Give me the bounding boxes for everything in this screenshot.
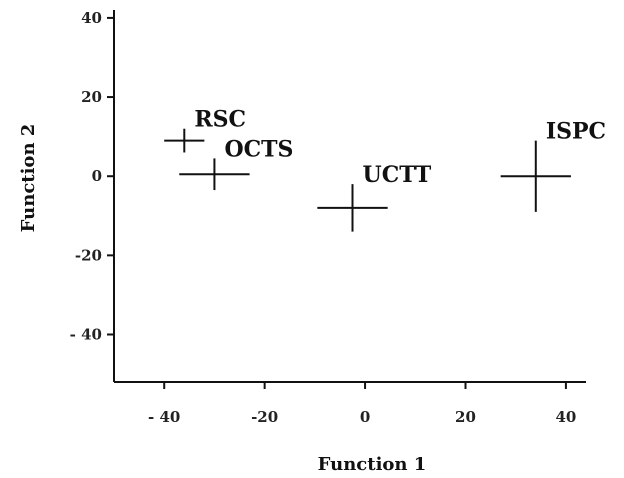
y-axis-title: Function 2 <box>18 124 39 233</box>
point-label: ISPC <box>546 119 606 145</box>
point-label: UCTT <box>363 162 432 188</box>
x-ticks: - 40 -20 0 20 40 <box>148 382 576 426</box>
x-tick-label: 0 <box>360 408 370 426</box>
point-label: OCTS <box>224 136 293 162</box>
y-tick-label: 0 <box>92 167 102 185</box>
data-point-uctt: UCTT <box>317 162 432 232</box>
y-tick-label: - 40 <box>70 326 102 344</box>
y-ticks: 40 20 0 -20 - 40 <box>70 9 114 344</box>
x-tick-label: 40 <box>555 408 576 426</box>
point-label: RSC <box>194 107 246 133</box>
data-point-ispc: ISPC <box>500 119 606 212</box>
x-axis-title: Function 1 <box>318 454 427 475</box>
axes <box>113 10 586 383</box>
y-tick-label: 20 <box>81 88 102 106</box>
data-point-rsc: RSC <box>164 107 246 153</box>
x-tick-label: 20 <box>455 408 476 426</box>
y-tick-label: -20 <box>75 246 102 264</box>
data-points: RSC OCTS UCTT ISPC <box>164 107 606 232</box>
data-point-octs: OCTS <box>179 136 293 191</box>
x-tick-label: -20 <box>251 408 278 426</box>
y-tick-label: 40 <box>81 9 102 27</box>
x-tick-label: - 40 <box>148 408 180 426</box>
